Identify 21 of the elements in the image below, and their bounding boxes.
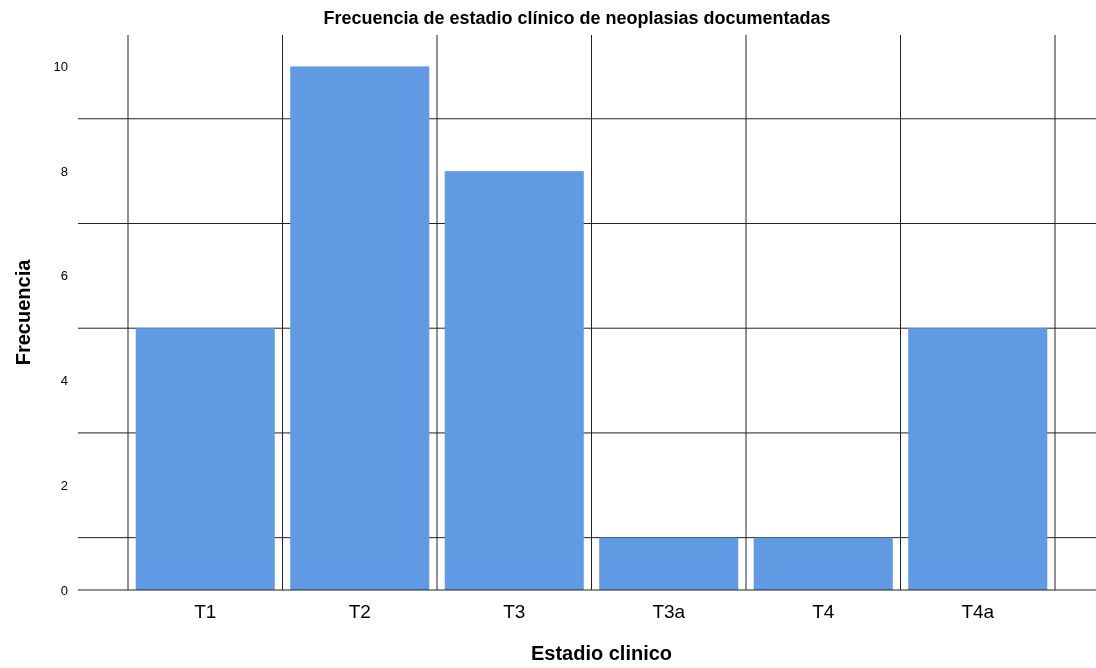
y-tick-label: 10 xyxy=(53,58,68,74)
y-tick-label: 2 xyxy=(60,477,68,493)
y-axis-title: Frecuencia xyxy=(12,258,34,366)
y-tick-label: 4 xyxy=(60,373,68,389)
bar xyxy=(444,171,584,590)
y-tick-label: 6 xyxy=(60,268,68,284)
x-tick-label: T3 xyxy=(503,601,526,622)
bar xyxy=(908,328,1048,590)
bar xyxy=(753,537,893,590)
bar xyxy=(290,66,430,590)
y-tick-label: 0 xyxy=(60,582,68,598)
x-tick-label: T4 xyxy=(812,601,835,622)
bar xyxy=(599,537,739,590)
x-axis-title: Estadio clinico xyxy=(530,642,673,664)
x-tick-label: T2 xyxy=(348,601,371,622)
x-tick-label: T4a xyxy=(961,601,995,622)
chart-title: Frecuencia de estadio clínico de neoplasias documentadas xyxy=(323,8,831,28)
bar xyxy=(135,328,275,590)
x-tick-label: T1 xyxy=(194,601,217,622)
x-tick-label: T3a xyxy=(652,601,686,622)
y-tick-label: 8 xyxy=(60,163,68,179)
